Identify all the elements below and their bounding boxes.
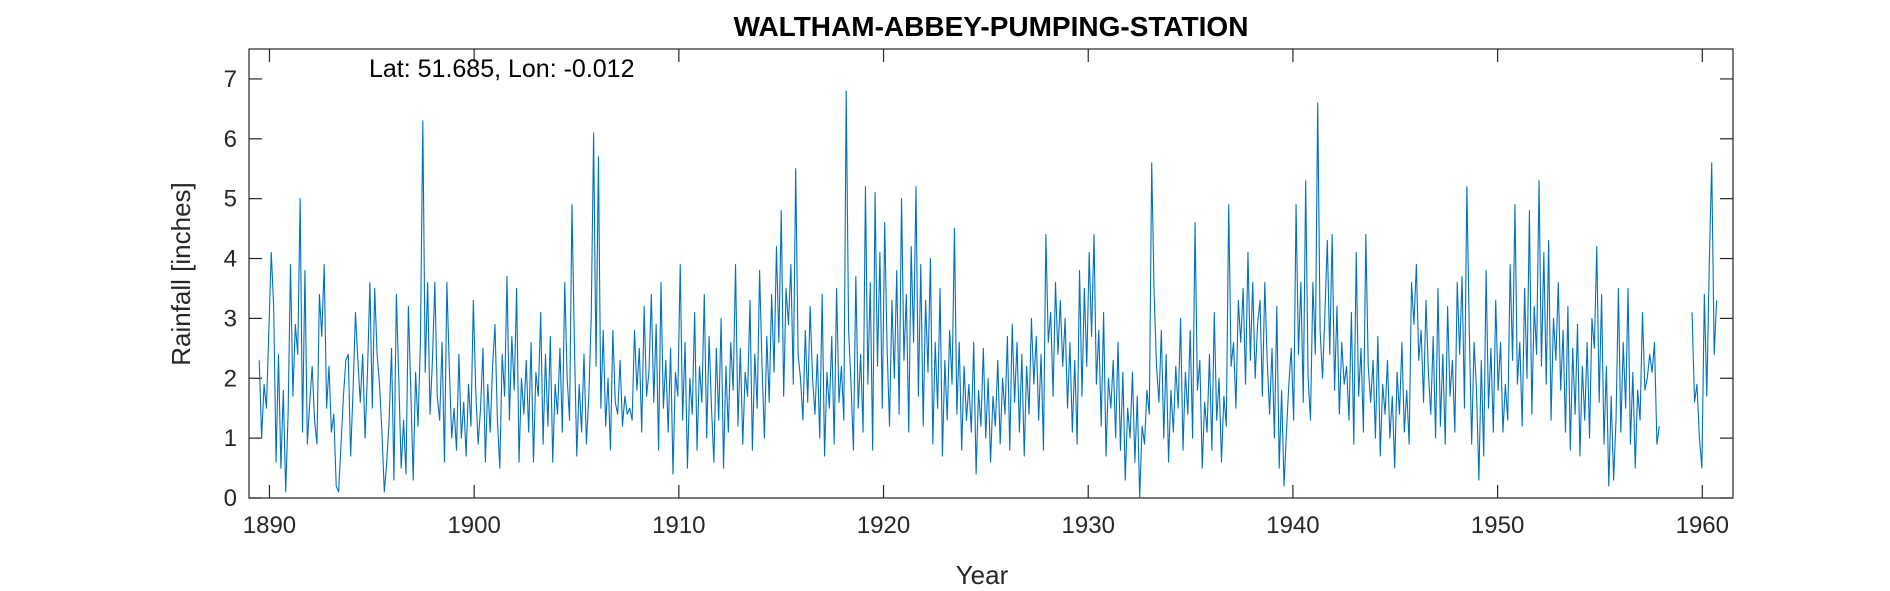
- y-tick-label: 2: [224, 365, 237, 392]
- rainfall-line-segment: [1691, 162, 1718, 469]
- x-tick-label: 1950: [1471, 512, 1524, 539]
- x-tick-label: 1900: [447, 512, 500, 539]
- x-tick-label: 1960: [1676, 512, 1729, 539]
- x-tick-label: 1910: [652, 512, 705, 539]
- axis-ticks: 1890 1900 1910 1920 1930 1940 1950 1960 0 1 2 3 4 5 6 7: [224, 49, 1733, 539]
- y-tick-label: 7: [224, 66, 237, 93]
- y-tick-label: 5: [224, 186, 237, 213]
- x-tick-label: 1930: [1062, 512, 1115, 539]
- x-tick-label: 1940: [1266, 512, 1319, 539]
- y-tick-label: 3: [224, 305, 237, 332]
- y-tick-label: 0: [224, 485, 237, 512]
- y-axis-label: Rainfall [inches]: [166, 182, 196, 366]
- y-tick-label: 1: [224, 425, 237, 452]
- x-axis-label: Year: [956, 560, 1009, 590]
- y-tick-label: 4: [224, 246, 237, 273]
- rainfall-line-segment: [258, 90, 1660, 499]
- rainfall-series: [258, 90, 1718, 499]
- x-tick-label: 1920: [857, 512, 910, 539]
- y-tick-label: 6: [224, 126, 237, 153]
- chart-title: WALTHAM-ABBEY-PUMPING-STATION: [734, 11, 1249, 42]
- x-tick-label: 1890: [243, 512, 296, 539]
- station-coordinates: Lat: 51.685, Lon: -0.012: [369, 55, 635, 83]
- plot-frame: [248, 48, 1734, 499]
